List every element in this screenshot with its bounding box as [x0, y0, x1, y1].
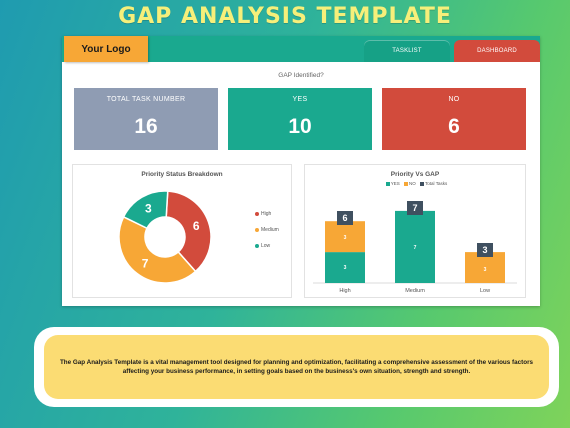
description-text: The Gap Analysis Template is a vital man…: [44, 335, 549, 399]
dashboard-sheet: Your Logo TASKLIST DASHBOARD GAP Identif…: [62, 36, 540, 306]
description-card: The Gap Analysis Template is a vital man…: [34, 327, 559, 407]
bar-high-yes: [325, 252, 365, 283]
banner-title: GAP ANALYSIS TEMPLATE: [118, 4, 452, 29]
total-marker-low: 3: [477, 243, 493, 257]
legend-no-swatch: [404, 181, 409, 186]
kpi-total-card: TOTAL TASK NUMBER 16: [74, 88, 218, 150]
total-marker-medium: 7: [407, 201, 423, 215]
legend-yes-swatch: [385, 181, 390, 186]
bar-low-no-label: 3: [483, 267, 487, 273]
donut-chart: 6 7 3: [118, 190, 212, 284]
x-label-low: Low: [479, 288, 491, 294]
bar-chart: [313, 210, 517, 284]
total-marker-high: 6: [337, 211, 353, 225]
donut-slice-medium-value: 7: [142, 256, 149, 270]
legend-low-swatch: [255, 243, 259, 248]
kpi-no-card: NO 6: [382, 88, 526, 150]
legend-total-swatch: [420, 181, 425, 186]
priority-vs-gap-panel: Priority Vs GAP YES NO Total Tasks High …: [304, 164, 526, 298]
x-label-high: High: [339, 288, 351, 294]
bar-legend: YES NO Total Tasks: [305, 181, 525, 186]
bar-high-yes-label: 3: [343, 265, 347, 271]
legend-high-swatch: [255, 211, 259, 216]
bar-high-no: [325, 221, 365, 253]
kpi-total-value: 16: [134, 115, 158, 138]
donut-slice-low-value: 3: [145, 202, 152, 216]
kpi-yes-card: YES 10: [228, 88, 372, 150]
legend-medium: Medium: [255, 227, 279, 233]
kpi-yes-label: YES: [292, 96, 308, 103]
x-label-medium: Medium: [405, 288, 425, 294]
legend-high-label: High: [261, 211, 272, 217]
tab-dashboard[interactable]: DASHBOARD: [454, 40, 540, 62]
priority-status-panel: Priority Status Breakdown 6 7 3 High Mediu…: [72, 164, 292, 298]
logo-placeholder: Your Logo: [64, 36, 148, 62]
legend-medium-swatch: [255, 227, 259, 232]
donut-slice-medium: [118, 215, 197, 284]
donut-slice-low: [122, 190, 169, 230]
legend-total-label: Total Tasks: [425, 181, 448, 186]
legend-yes-label: YES: [390, 181, 400, 186]
kpi-total-label: TOTAL TASK NUMBER: [106, 96, 186, 103]
legend-low-label: Low: [261, 243, 271, 249]
bar-title: Priority Vs GAP: [390, 171, 440, 178]
gap-identified-heading: GAP Identified?: [278, 72, 324, 79]
legend-no-label: NO: [409, 181, 416, 186]
bar-medium-yes: [395, 210, 435, 283]
kpi-yes-value: 10: [288, 115, 312, 138]
legend-medium-label: Medium: [261, 227, 279, 233]
bar-high-no-label: 3: [343, 235, 347, 241]
tab-tasklist[interactable]: TASKLIST: [364, 40, 450, 62]
donut-title: Priority Status Breakdown: [141, 171, 223, 178]
legend-high: High: [255, 211, 271, 217]
bar-low-no: [465, 252, 505, 283]
donut-slice-high-value: 6: [193, 219, 200, 233]
bar-medium-yes-label: 7: [413, 245, 417, 251]
kpi-no-label: NO: [448, 96, 460, 103]
kpi-no-value: 6: [448, 115, 460, 138]
donut-slice-high: [165, 190, 212, 273]
legend-low: Low: [255, 243, 270, 249]
